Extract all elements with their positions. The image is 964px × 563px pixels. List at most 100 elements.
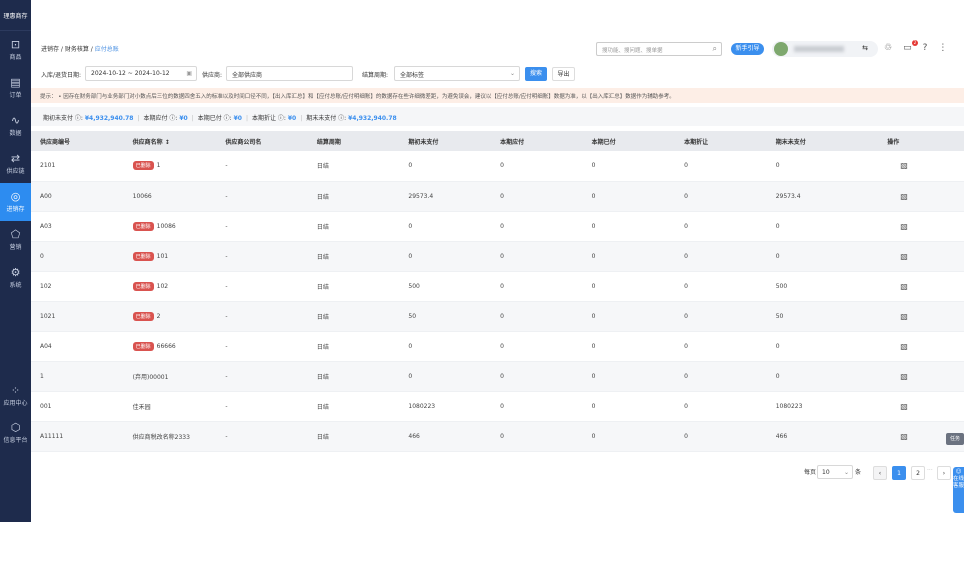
supplier-name: (弃用)00001 [132, 373, 169, 381]
sidebar-item-tag[interactable]: ⬠ 营销 [0, 221, 31, 259]
detail-icon[interactable]: ▧ [900, 341, 908, 351]
cell: 0 [675, 331, 767, 362]
sidebar-item-gear[interactable]: ⚙ 系统 [0, 259, 31, 297]
topbar: 进销存 / 财务核算 / 应付总账 [31, 0, 964, 60]
table-row: 102 已删除 102- 日结 500 0 0 0 500 ▧ [31, 271, 964, 302]
detail-icon[interactable]: ▧ [900, 221, 908, 231]
cell: - [216, 211, 308, 242]
more-icon[interactable]: ⋮ [938, 43, 948, 53]
column-header: 期初未支付 [399, 131, 492, 151]
search-button[interactable]: 搜索 [525, 67, 547, 81]
cell: - [216, 391, 308, 422]
cell: 29573.4 [399, 181, 492, 212]
cell: 0 [766, 241, 879, 272]
cell: 0 [582, 211, 676, 242]
cell: 0 [582, 421, 676, 452]
sidebar-item-label: 应用中心 [3, 400, 28, 407]
detail-icon[interactable]: ▧ [900, 431, 908, 441]
detail-icon[interactable]: ▧ [900, 161, 908, 171]
chart-icon: ∿ [10, 114, 21, 127]
breadcrumb-item[interactable]: 财务核算 [64, 46, 89, 53]
table-row: 001 佳禾园 - 日结 1080223 0 0 0 1080223 ▧ [31, 391, 964, 422]
sidebar-item-chart[interactable]: ∿ 数据 [0, 107, 31, 145]
breadcrumb-item[interactable]: 进销存 [41, 46, 60, 53]
supplier-name: 102 [156, 282, 169, 290]
supplier-name-cell: 已删除 2 [123, 301, 217, 332]
cell: 0 [491, 391, 583, 422]
date-range-input[interactable]: 2024-10-12 ~ 2024-10-12 ▣ [85, 66, 197, 81]
message-icon[interactable]: ▭ [903, 43, 912, 53]
per-page-select[interactable]: 10 ⌄ [817, 465, 853, 479]
sidebar-item-cube[interactable]: ⬡ 信息平台 [0, 414, 31, 452]
cell: 0 [491, 271, 583, 302]
sidebar-item-order[interactable]: ▤ 订单 [0, 69, 31, 107]
cell: 0 [675, 211, 767, 242]
summary-label: 期初未支付 ⓘ: [43, 115, 83, 122]
sidebar-item-exchange[interactable]: ⇄ 供应链 [0, 145, 31, 183]
period-select[interactable]: 全部标签 ⌄ [394, 66, 520, 81]
detail-icon[interactable]: ▧ [900, 191, 908, 201]
help-icon[interactable]: ? [922, 43, 928, 53]
cell: 日结 [307, 391, 400, 422]
cell: 日结 [307, 181, 400, 212]
cell: 日结 [307, 301, 400, 332]
cell: 0 [491, 331, 583, 362]
supplier-code: A04 [31, 331, 124, 362]
cell: 500 [766, 271, 879, 302]
page-1-button[interactable]: 1 [892, 466, 906, 480]
summary-value: ¥0 [233, 115, 242, 122]
cell: - [216, 331, 308, 362]
supplier-label: 供应商: [202, 72, 223, 79]
supplier-code: 102 [31, 271, 124, 302]
task-button[interactable]: 任务 [946, 433, 964, 445]
table-row: 2101 已删除 1- 日结 0 0 0 0 0 ▧ [31, 151, 964, 182]
cell: 0 [675, 241, 767, 272]
pagination-ellipsis: ··· [927, 467, 933, 474]
sidebar-item-label: 订单 [9, 92, 22, 99]
header-icons: ♲ ▭? ⋮ [884, 43, 947, 53]
cell: 日结 [307, 241, 400, 272]
cell: 日结 [307, 271, 400, 302]
column-header: 本期应付 [491, 131, 583, 151]
cell: 0 [582, 271, 676, 302]
cell: 0 [491, 301, 583, 332]
summary-bar: 期初未支付 ⓘ: ¥4,932,940.78 | 本期应付 ⓘ: ¥0 | 本期已付 ⓘ… [31, 107, 964, 126]
deleted-tag: 已删除 [132, 161, 154, 171]
sidebar-item-apps[interactable]: ⁘ 应用中心 [0, 377, 31, 415]
supplier-code: 1 [31, 361, 124, 392]
supplier-name: 66666 [156, 342, 176, 350]
bag-icon: ⊡ [10, 38, 21, 51]
supplier-input[interactable]: 全部供应商 [226, 66, 353, 81]
user-menu[interactable]: ⇆ [772, 41, 878, 57]
export-button[interactable]: 导出 [552, 67, 575, 81]
detail-icon[interactable]: ▧ [900, 311, 908, 321]
app: 理惠商存 ⊡ 商品 ▤ 订单 ∿ 数据 ⇄ 供应链 ◎ 进销存 ⬠ 营销 ⚙ 系统 ⁘ 应用中心 ⬡ 信息平台 进… [0, 0, 964, 522]
cell: 日结 [307, 151, 400, 182]
contacts-icon[interactable]: ♲ [884, 43, 893, 53]
sidebar-item-bag[interactable]: ⊡ 商品 [0, 31, 31, 69]
detail-icon[interactable]: ▧ [900, 401, 908, 411]
next-page-button[interactable]: › [937, 466, 951, 480]
sidebar-item-inventory[interactable]: ◎ 进销存 [0, 183, 31, 221]
order-icon: ▤ [10, 76, 21, 89]
switch-icon[interactable]: ⇆ [862, 44, 868, 52]
detail-icon[interactable]: ▧ [900, 251, 908, 261]
cell: 0 [675, 151, 767, 182]
sidebar-item-label: 信息平台 [3, 437, 28, 444]
guide-button[interactable]: 新手引导 [731, 43, 764, 55]
notice-banner: 提示： • 因存在财务部门与业务部门对小数点后三位的数据四舍五入的标准以及时间口… [31, 88, 964, 103]
cell: 1080223 [766, 391, 879, 422]
summary-label: 本期折让 ⓘ: [251, 115, 286, 122]
deleted-tag: 已删除 [132, 221, 154, 231]
detail-icon[interactable]: ▧ [900, 281, 908, 291]
prev-page-button[interactable]: ‹ [873, 466, 887, 480]
search-icon[interactable]: ⌕ [712, 44, 717, 53]
cell: - [216, 151, 308, 182]
page-2-button[interactable]: 2 [911, 466, 925, 480]
cell: 0 [582, 331, 676, 362]
online-service-button[interactable]: ☺ 在线客服 [953, 467, 964, 513]
detail-icon[interactable]: ▧ [900, 371, 908, 381]
supplier-code: 001 [31, 391, 124, 422]
breadcrumb-current: 应付总账 [94, 46, 119, 53]
global-search-input[interactable]: 搜功能、搜问题、搜单据 ⌕ [596, 42, 722, 56]
